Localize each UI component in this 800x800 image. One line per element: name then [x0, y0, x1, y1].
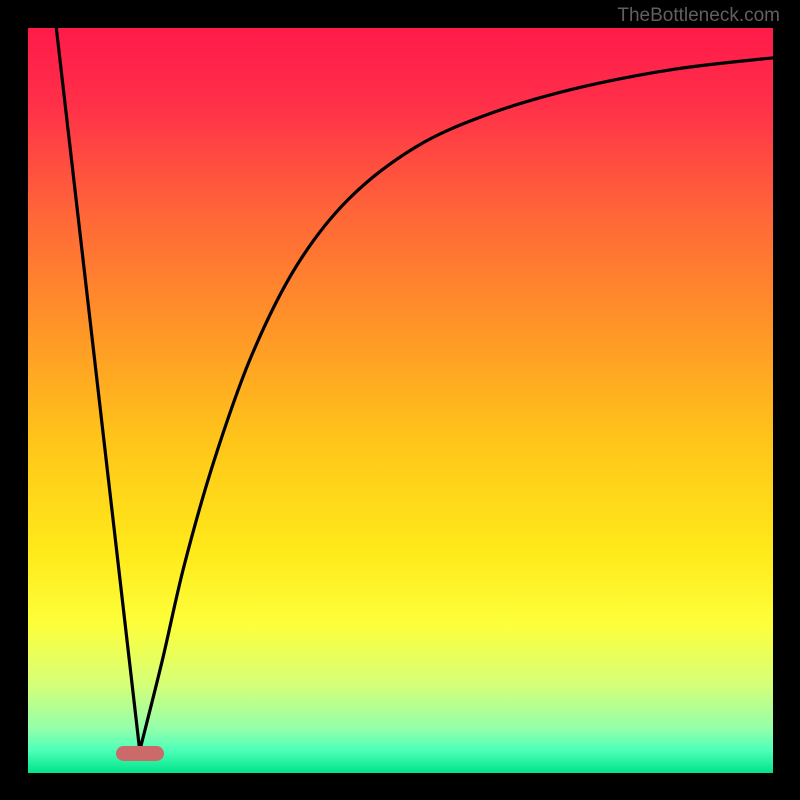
optimal-point-marker	[116, 746, 164, 761]
watermark-text: TheBottleneck.com	[617, 5, 780, 27]
bottleneck-chart	[28, 28, 773, 773]
bottleneck-curve-path	[28, 28, 773, 773]
